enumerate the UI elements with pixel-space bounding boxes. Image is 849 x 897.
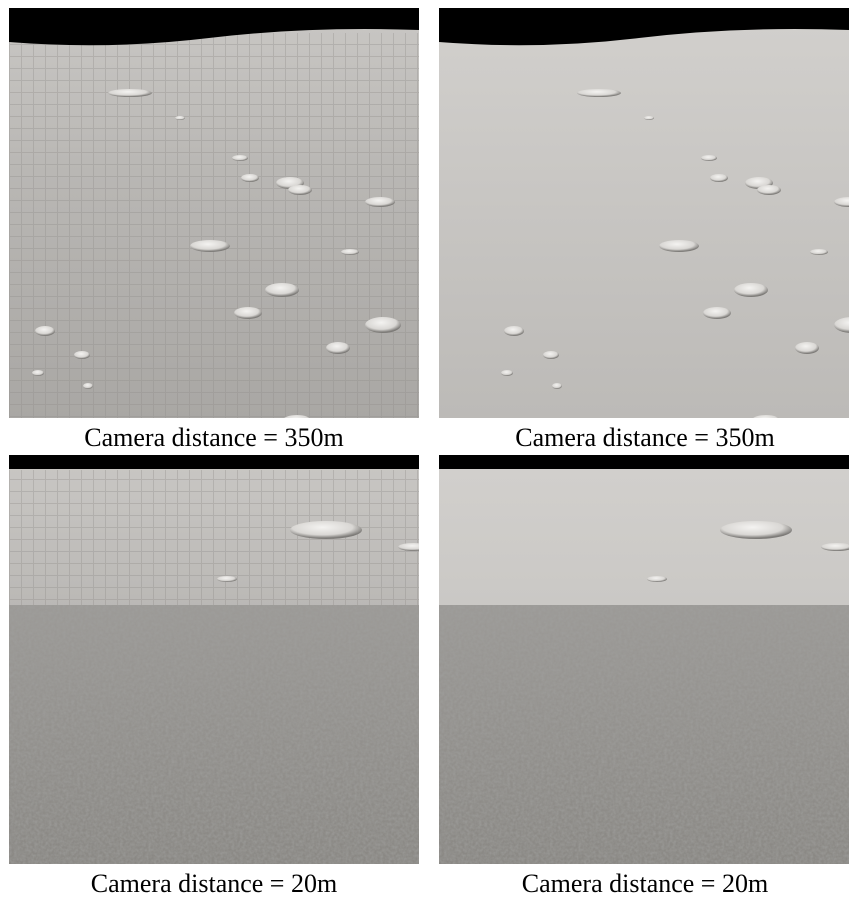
figure: Camera distance = 350m Camera distance =… xyxy=(0,0,849,897)
caption: Camera distance = 350m xyxy=(515,423,774,452)
render-panel xyxy=(9,8,419,425)
render-panel xyxy=(439,8,849,425)
caption: Camera distance = 20m xyxy=(522,869,768,897)
caption: Camera distance = 350m xyxy=(84,423,343,452)
render-panel xyxy=(439,455,849,864)
render-panel xyxy=(9,455,430,864)
caption: Camera distance = 20m xyxy=(91,869,337,897)
